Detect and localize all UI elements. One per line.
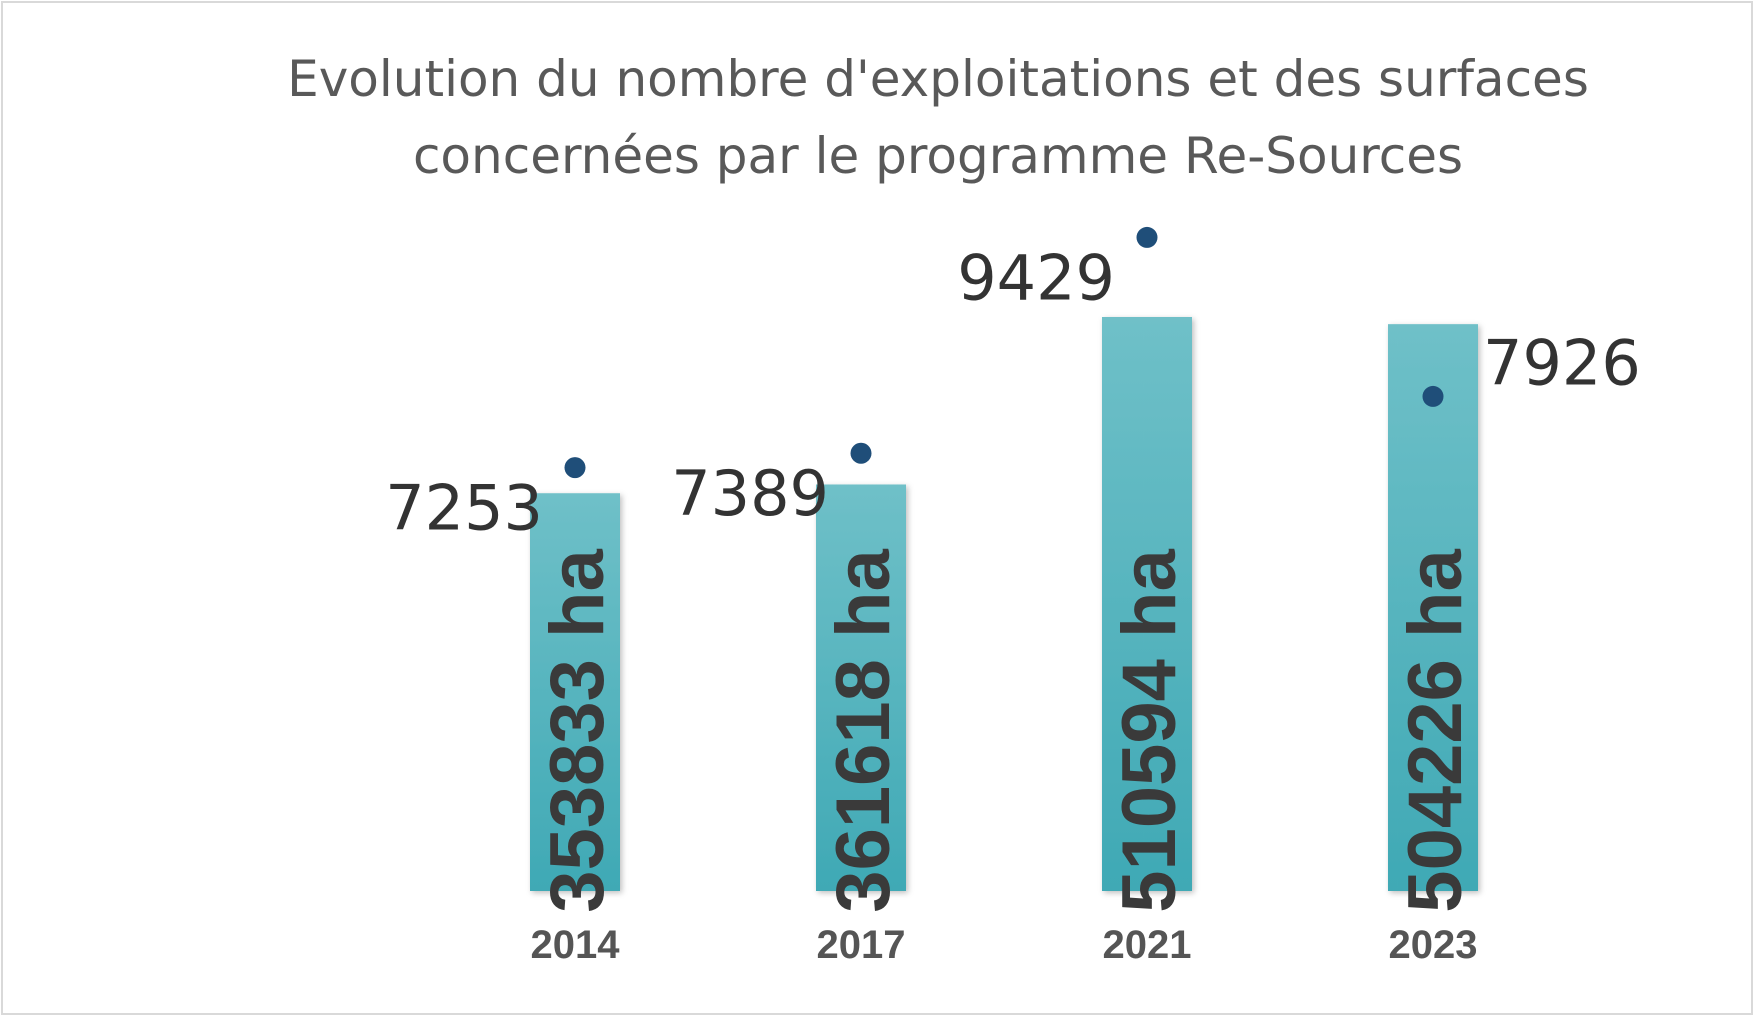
point-2021 bbox=[1136, 226, 1158, 248]
chart: Evolution du nombre d'exploitations et d… bbox=[287, 50, 1641, 967]
x-tick-2021: 2021 bbox=[1103, 923, 1192, 967]
point-label-2023: 7926 bbox=[1483, 326, 1641, 399]
x-tick-2017: 2017 bbox=[817, 923, 906, 967]
bar-2014 bbox=[530, 493, 620, 891]
point-2014 bbox=[564, 457, 586, 479]
point-label-2017: 7389 bbox=[671, 457, 829, 530]
bar-label-2023: 504226 ha bbox=[1393, 549, 1478, 913]
bar-2023 bbox=[1388, 324, 1478, 891]
point-2017 bbox=[850, 442, 872, 464]
bar-2017 bbox=[816, 484, 906, 891]
bar-label-2017: 361618 ha bbox=[821, 549, 906, 913]
bar-label-2014: 353833 ha bbox=[535, 549, 620, 913]
bar-2021 bbox=[1102, 317, 1192, 891]
point-label-2021: 9429 bbox=[957, 241, 1115, 314]
chart-title-line-2: concernées par le programme Re-Sources bbox=[413, 127, 1463, 185]
x-tick-2023: 2023 bbox=[1389, 923, 1478, 967]
point-label-2014: 7253 bbox=[385, 472, 543, 545]
x-tick-2014: 2014 bbox=[531, 923, 621, 967]
bar-label-2021: 510594 ha bbox=[1107, 549, 1192, 913]
point-2023 bbox=[1422, 385, 1444, 407]
chart-title-line-1: Evolution du nombre d'exploitations et d… bbox=[287, 50, 1589, 108]
